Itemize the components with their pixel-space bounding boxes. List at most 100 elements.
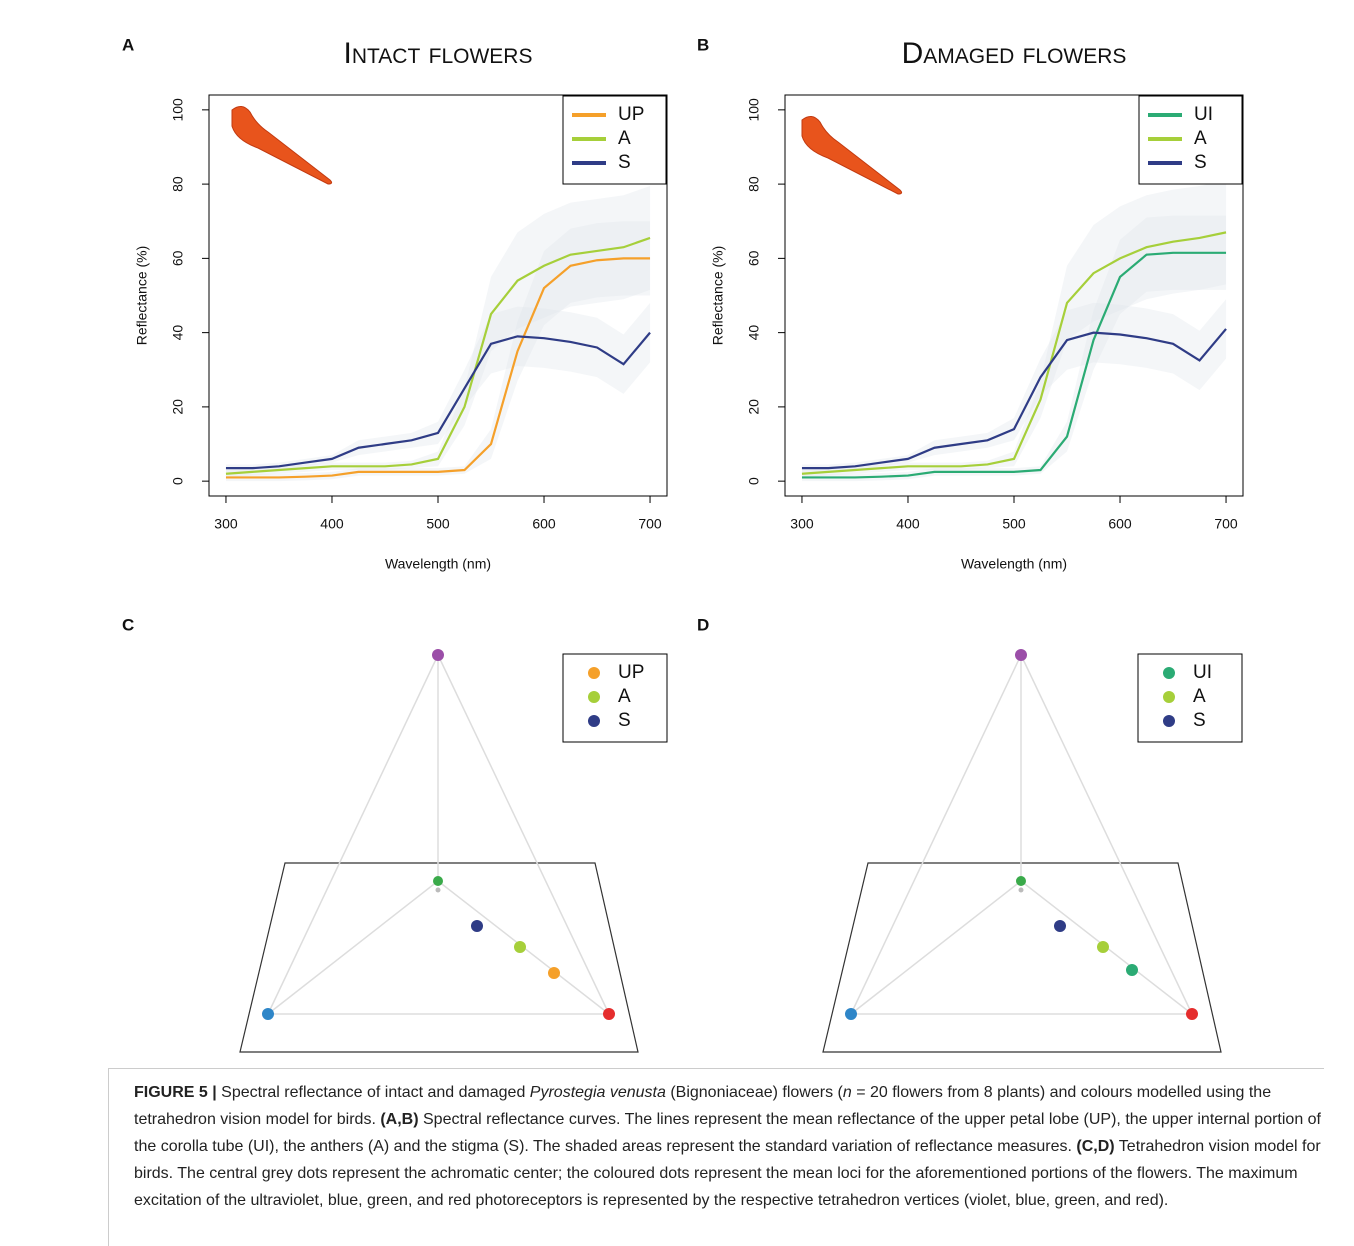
y-tick-label: 60: [170, 250, 186, 266]
vertex: [262, 1008, 274, 1020]
x-tick-label: 500: [1002, 516, 1026, 532]
x-tick-label: 300: [214, 516, 238, 532]
tetra-edge: [437, 654, 610, 1015]
caption-text: n: [842, 1084, 852, 1101]
caption: FIGURE 5 | Spectral reflectance of intac…: [108, 1068, 1324, 1246]
y-tick-label: 20: [170, 399, 186, 415]
x-tick-label: 700: [1214, 516, 1238, 532]
panel-label: A: [122, 35, 134, 54]
vertex: [1186, 1008, 1198, 1020]
x-tick-label: 300: [790, 516, 814, 532]
flower-icon: [801, 116, 903, 195]
tetra-edge: [850, 654, 1022, 1015]
x-tick-label: 600: [532, 516, 556, 532]
caption-text: Tetrahedron vision model for birds. The …: [134, 1138, 1321, 1209]
caption-label: FIGURE 5 |: [134, 1084, 222, 1101]
x-axis-label: Wavelength (nm): [961, 556, 1067, 572]
sd-band: [801, 180, 1227, 478]
vertex: [603, 1008, 615, 1020]
x-tick-label: 700: [638, 516, 662, 532]
sd-band: [225, 185, 651, 478]
plane-frame: [239, 862, 639, 1053]
flower-icon: [231, 106, 333, 185]
tetra-edge: [850, 880, 1022, 1015]
legend-label: UI: [1194, 104, 1213, 125]
legend-swatch: [1163, 691, 1175, 703]
series-line: [225, 257, 651, 479]
series-line: [801, 328, 1227, 470]
tetra-edge: [267, 880, 439, 1015]
x-tick-label: 400: [320, 516, 344, 532]
legend-label: S: [618, 710, 631, 731]
series-line: [801, 231, 1227, 475]
caption-text: Spectral reflectance of intact and damag…: [221, 1084, 530, 1101]
y-tick-label: 40: [746, 325, 762, 341]
vertex: [433, 876, 443, 886]
legend-swatch: [588, 691, 600, 703]
sd-band: [801, 299, 1227, 472]
panel-label: B: [697, 35, 709, 54]
x-axis-label: Wavelength (nm): [385, 556, 491, 572]
legend-label: A: [618, 128, 631, 149]
locus-point: [514, 941, 526, 953]
legend-box: [562, 653, 668, 743]
x-tick-label: 600: [1108, 516, 1132, 532]
tetra-edge: [1020, 654, 1193, 1015]
y-tick-label: 100: [746, 98, 762, 122]
y-tick-label: 80: [746, 176, 762, 192]
legend-box: [1137, 653, 1243, 743]
legend-label: A: [1193, 686, 1206, 707]
caption-text: Spectral reflectance curves. The lines r…: [134, 1111, 1321, 1155]
caption-text: (A,B): [380, 1111, 419, 1128]
plane-frame: [822, 862, 1222, 1053]
chart-title: Intact flowers: [344, 37, 533, 70]
series-line: [225, 236, 651, 475]
caption-text: Pyrostegia venusta: [529, 1084, 666, 1101]
y-tick-label: 60: [746, 250, 762, 266]
y-tick-label: 100: [170, 98, 186, 122]
legend-label: S: [1193, 710, 1206, 731]
tetra-edge: [267, 654, 439, 1015]
vertex: [1016, 876, 1026, 886]
figure: A Intact flowers Wavelength (nm) Reflectanc…: [122, 35, 1244, 1053]
legend-label: A: [1194, 128, 1207, 149]
series-line: [801, 251, 1227, 479]
y-tick-label: 40: [170, 325, 186, 341]
locus-point: [1097, 941, 1109, 953]
legend-swatch: [588, 667, 600, 679]
locus-point: [1126, 964, 1138, 976]
panel-label: D: [697, 615, 709, 634]
y-tick-label: 0: [170, 477, 186, 485]
panel-label: C: [122, 615, 134, 634]
vertex: [1015, 649, 1027, 661]
y-axis-label: Reflectance (%): [710, 246, 726, 346]
y-axis-label: Reflectance (%): [134, 246, 150, 346]
legend-swatch: [1163, 715, 1175, 727]
caption-text: (C,D): [1076, 1138, 1115, 1155]
caption-text: (Bignoniaceae) flowers (: [665, 1084, 843, 1101]
legend-label: A: [618, 686, 631, 707]
sd-band: [225, 302, 651, 472]
y-tick-label: 80: [170, 176, 186, 192]
series-line: [225, 331, 651, 470]
legend-label: UI: [1193, 662, 1212, 683]
caption-text: = 20 flowers from 8 plants) and colours …: [134, 1084, 1272, 1128]
vertex: [845, 1008, 857, 1020]
sd-band: [225, 221, 651, 482]
locus-point: [548, 967, 560, 979]
achromatic-point: [435, 887, 441, 893]
achromatic-point: [1018, 887, 1024, 893]
x-tick-label: 500: [426, 516, 450, 532]
legend-label: S: [618, 152, 631, 173]
legend-label: UP: [618, 104, 644, 125]
locus-point: [471, 920, 483, 932]
legend-label: S: [1194, 152, 1207, 173]
legend-swatch: [588, 715, 600, 727]
vertex: [432, 649, 444, 661]
sd-band: [801, 215, 1227, 482]
chart-title: Damaged flowers: [902, 37, 1127, 70]
y-tick-label: 20: [746, 399, 762, 415]
y-tick-label: 0: [746, 477, 762, 485]
locus-point: [1054, 920, 1066, 932]
